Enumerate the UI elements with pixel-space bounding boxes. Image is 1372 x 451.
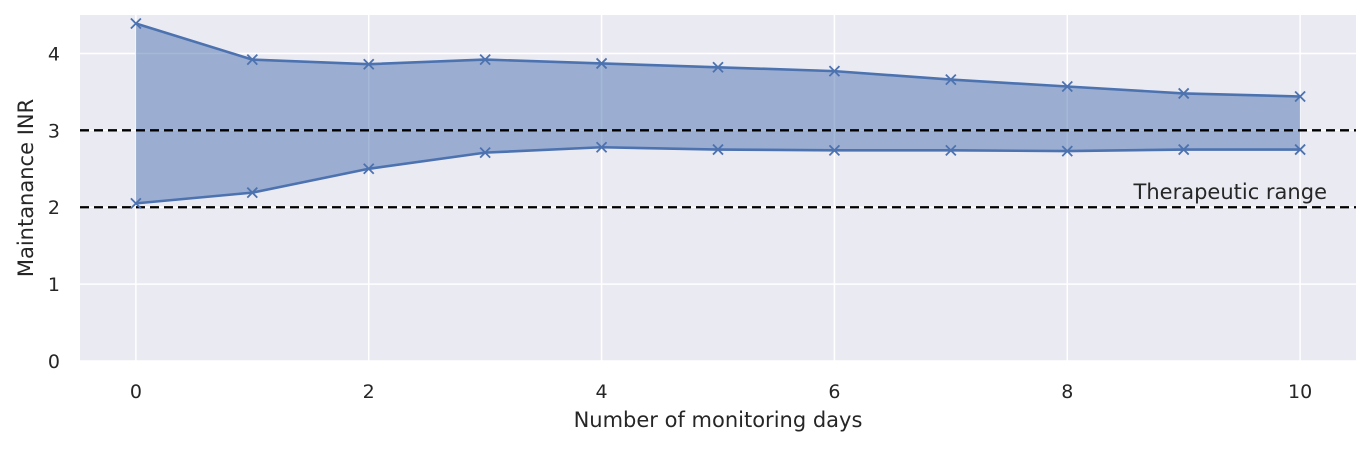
annotation-therapeutic-range: Therapeutic range: [1133, 180, 1327, 204]
data-point-marker: [1061, 145, 1073, 157]
data-point-marker: [130, 197, 142, 210]
y-tick-label: 3: [48, 120, 60, 142]
series-layer: [130, 17, 1306, 210]
x-tick-label: 2: [363, 381, 375, 403]
data-point-marker: [712, 143, 724, 156]
x-tick-label: 6: [828, 381, 840, 403]
y-tick-labels: 0 1 2 3 4: [48, 43, 60, 373]
data-point-marker: [945, 144, 957, 156]
reference-lines: [80, 129, 1356, 209]
fill-between-area: [135, 23, 1301, 204]
data-point-marker: [363, 58, 375, 70]
data-point-marker: [828, 144, 841, 156]
x-axis-label: Number of monitoring days: [574, 408, 863, 432]
data-point-marker: [363, 163, 375, 175]
data-point-marker: [1178, 143, 1190, 156]
data-point-marker: [479, 146, 491, 159]
y-axis-label: Maintanance INR: [14, 99, 38, 277]
fill-layer: [135, 23, 1301, 204]
data-point-marker: [1294, 143, 1306, 156]
data-point-marker: [479, 53, 491, 66]
y-tick-label: 1: [48, 274, 60, 296]
x-tick-labels: 0 2 4 6 8 10: [130, 381, 1312, 403]
x-tick-label: 8: [1061, 381, 1073, 403]
y-tick-label: 4: [48, 43, 60, 65]
data-point-marker: [1178, 87, 1190, 100]
y-tick-label: 0: [48, 351, 60, 373]
data-point-marker: [945, 73, 957, 86]
data-point-marker: [1294, 90, 1306, 103]
data-point-marker: [828, 65, 841, 77]
data-point-marker: [1061, 80, 1073, 93]
data-point-marker: [130, 17, 142, 30]
data-point-marker: [712, 61, 724, 73]
x-tick-label: 4: [596, 381, 608, 403]
x-tick-label: 10: [1288, 381, 1312, 403]
data-point-marker: [595, 57, 608, 70]
y-tick-label: 2: [48, 197, 60, 219]
data-point-marker: [246, 186, 258, 199]
data-point-marker: [246, 53, 258, 66]
x-tick-label: 0: [130, 381, 142, 403]
data-point-marker: [595, 141, 608, 153]
